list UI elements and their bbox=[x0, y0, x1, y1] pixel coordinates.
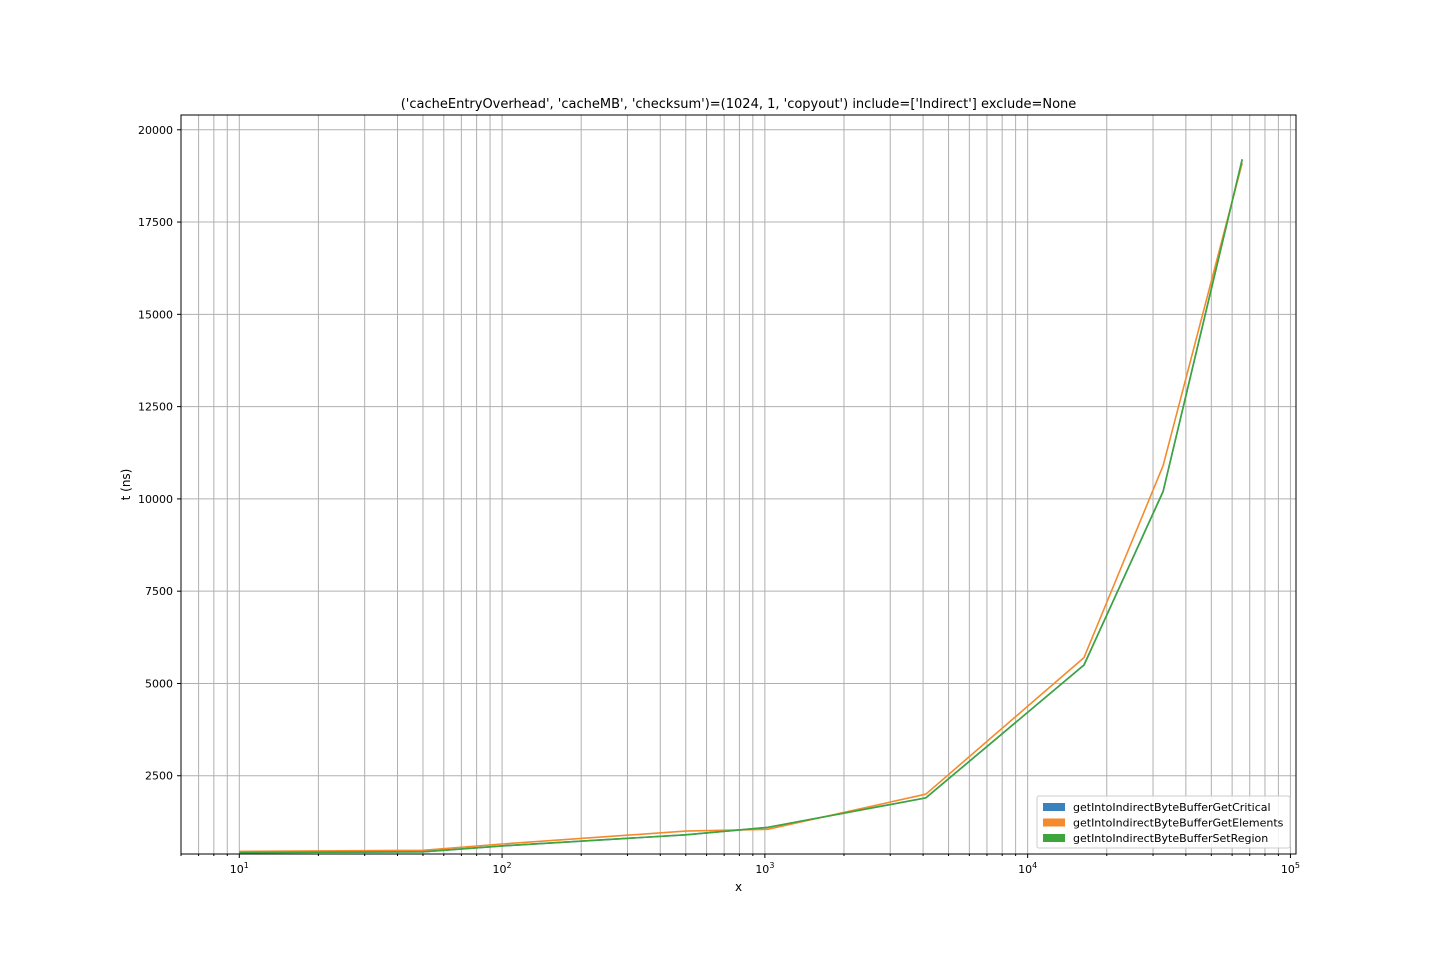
y-tick-label: 2500 bbox=[145, 770, 173, 783]
legend-swatch bbox=[1043, 803, 1065, 811]
legend-box bbox=[1036, 795, 1291, 849]
series-line-3 bbox=[239, 159, 1243, 854]
series-lines bbox=[239, 159, 1243, 854]
legend-label: getIntoIndirectByteBufferSetRegion bbox=[1073, 832, 1268, 845]
y-axis-ticks: 2500 5000 7500 10000 12500 15000 17500 20000 bbox=[138, 124, 181, 783]
y-tick-label: 5000 bbox=[145, 677, 173, 690]
series-line-1 bbox=[239, 159, 1243, 854]
legend-label: getIntoIndirectByteBufferGetCritical bbox=[1073, 801, 1271, 814]
x-tick-label: 102 bbox=[493, 861, 512, 876]
x-axis-label: x bbox=[735, 880, 742, 894]
legend: getIntoIndirectByteBufferGetCritical getI… bbox=[1036, 795, 1291, 849]
y-tick-label: 10000 bbox=[138, 493, 173, 506]
grid bbox=[180, 115, 1296, 854]
series-line-2 bbox=[239, 162, 1243, 853]
chart-title: ('cacheEntryOverhead', 'cacheMB', 'check… bbox=[401, 97, 1077, 112]
legend-swatch bbox=[1043, 834, 1065, 842]
x-tick-label: 105 bbox=[1281, 861, 1300, 876]
y-tick-label: 20000 bbox=[138, 124, 173, 137]
x-tick-label: 103 bbox=[755, 861, 774, 876]
y-tick-label: 7500 bbox=[145, 585, 173, 598]
y-axis-label: t (ns) bbox=[119, 469, 133, 501]
y-tick-label: 17500 bbox=[138, 216, 173, 229]
y-tick-label: 15000 bbox=[138, 308, 173, 321]
x-tick-label: 101 bbox=[230, 861, 249, 876]
plot-area-frame bbox=[180, 114, 1297, 855]
y-tick-label: 12500 bbox=[138, 401, 173, 414]
legend-label: getIntoIndirectByteBufferGetElements bbox=[1073, 817, 1284, 830]
x-axis-ticks: 101 102 103 104 105 bbox=[180, 854, 1300, 876]
x-tick-label: 104 bbox=[1018, 861, 1037, 876]
legend-swatch bbox=[1043, 818, 1065, 827]
